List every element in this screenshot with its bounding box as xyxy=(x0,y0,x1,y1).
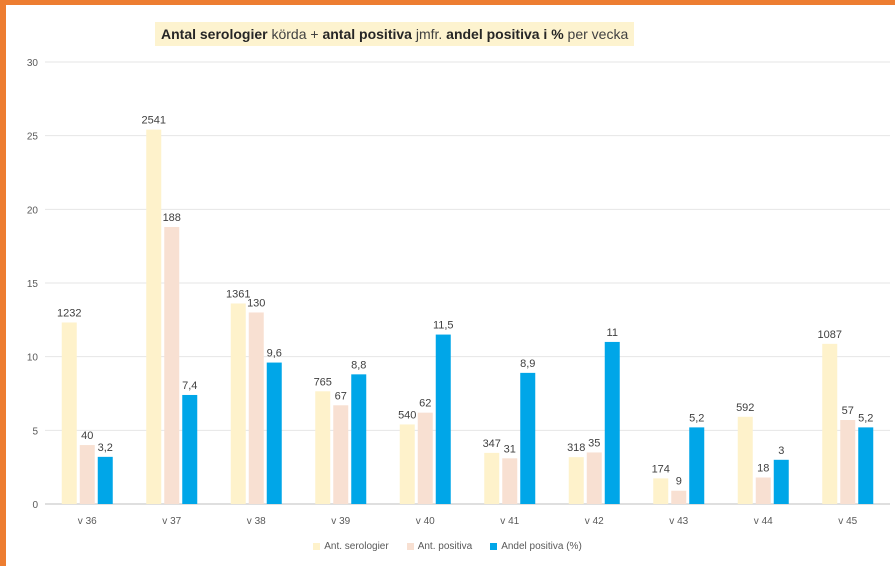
x-tick-label: v 44 xyxy=(754,516,773,527)
x-tick-label: v 36 xyxy=(78,516,97,527)
data-label: 8,8 xyxy=(351,359,366,371)
x-tick-label: v 40 xyxy=(416,516,435,527)
data-label: 11,5 xyxy=(433,320,454,332)
data-label: 31 xyxy=(504,443,516,455)
legend-item: Ant. serologier xyxy=(313,541,389,552)
x-tick-label: v 45 xyxy=(838,516,857,527)
data-label: 2541 xyxy=(142,115,166,127)
bar xyxy=(399,424,415,504)
y-tick-label: 25 xyxy=(27,132,39,143)
bar xyxy=(604,341,620,504)
x-tick-label: v 41 xyxy=(500,516,519,527)
bar xyxy=(822,343,838,504)
chart-title-part: jmfr. xyxy=(411,26,447,42)
legend-label: Andel positiva (%) xyxy=(501,541,582,552)
data-label: 3 xyxy=(778,445,784,457)
bar xyxy=(435,334,451,504)
bar xyxy=(840,420,856,504)
data-label: 5,2 xyxy=(689,412,704,424)
data-label: 174 xyxy=(652,463,670,475)
bar xyxy=(586,452,602,504)
legend-label: Ant. positiva xyxy=(417,541,473,552)
bar xyxy=(333,405,349,504)
data-label: 188 xyxy=(163,212,181,224)
chart-title-part: antal positiva xyxy=(322,26,412,42)
chart-title-part: körda + xyxy=(267,26,323,42)
data-label: 1087 xyxy=(818,329,842,341)
bar xyxy=(568,457,584,504)
bar xyxy=(146,129,162,504)
y-tick-label: 15 xyxy=(27,279,39,290)
bar xyxy=(266,362,282,504)
chart-title-part: Antal serologier xyxy=(161,26,268,42)
data-label: 8,9 xyxy=(520,358,535,370)
legend-item: Andel positiva (%) xyxy=(490,541,582,552)
data-label: 7,4 xyxy=(182,380,197,392)
x-tick-label: v 42 xyxy=(585,516,604,527)
bar xyxy=(61,322,77,504)
bar xyxy=(653,478,669,504)
data-label: 347 xyxy=(483,438,501,450)
bar xyxy=(182,394,198,504)
chart-title-part: per vecka xyxy=(563,26,629,42)
bar xyxy=(858,427,874,504)
bar xyxy=(502,458,518,504)
data-label: 1232 xyxy=(57,307,81,319)
legend-label: Ant. serologier xyxy=(324,541,389,552)
data-label: 3,2 xyxy=(98,442,113,454)
legend-swatch xyxy=(406,543,414,550)
data-label: 540 xyxy=(398,409,416,421)
bar xyxy=(97,456,113,504)
x-tick-label: v 37 xyxy=(162,516,181,527)
bar xyxy=(737,416,753,504)
x-tick-label: v 38 xyxy=(247,516,266,527)
x-tick-label: v 43 xyxy=(669,516,688,527)
data-label: 18 xyxy=(757,462,769,474)
data-label: 765 xyxy=(314,376,332,388)
y-tick-label: 5 xyxy=(32,426,38,437)
y-tick-label: 20 xyxy=(27,205,39,216)
data-label: 592 xyxy=(736,402,754,414)
y-tick-label: 0 xyxy=(32,500,38,511)
bar xyxy=(351,374,367,504)
x-tick-label: v 39 xyxy=(331,516,350,527)
bar xyxy=(773,459,789,504)
legend-swatch xyxy=(490,543,498,550)
y-tick-label: 10 xyxy=(27,353,39,364)
bar xyxy=(417,412,433,504)
data-label: 57 xyxy=(842,405,854,417)
data-label: 67 xyxy=(335,390,347,402)
data-label: 62 xyxy=(419,398,431,410)
chart-title-part: andel positiva i % xyxy=(446,26,564,42)
data-label: 9 xyxy=(676,476,682,488)
bar xyxy=(689,427,705,504)
bar xyxy=(755,477,771,504)
data-label: 5,2 xyxy=(858,412,873,424)
y-tick-label: 30 xyxy=(27,58,39,69)
bar xyxy=(164,227,180,504)
data-label: 40 xyxy=(81,430,93,442)
bar xyxy=(230,303,246,504)
data-label: 9,6 xyxy=(267,348,282,360)
bar xyxy=(79,445,95,504)
data-label: 35 xyxy=(588,437,600,449)
data-label: 11 xyxy=(607,327,618,339)
bar xyxy=(248,312,264,504)
chart-legend: Ant. serologier Ant. positiva Andel positi… xyxy=(0,541,895,552)
chart-title: Antal serologier körda + antal positiva … xyxy=(155,22,635,46)
data-label: 130 xyxy=(247,297,265,309)
bar xyxy=(671,490,687,504)
bar xyxy=(484,452,500,504)
legend-swatch xyxy=(313,543,321,550)
legend-item: Ant. positiva xyxy=(406,541,473,552)
bar xyxy=(315,391,331,504)
data-label: 1361 xyxy=(226,288,250,300)
bar xyxy=(520,372,536,504)
data-label: 318 xyxy=(567,442,585,454)
